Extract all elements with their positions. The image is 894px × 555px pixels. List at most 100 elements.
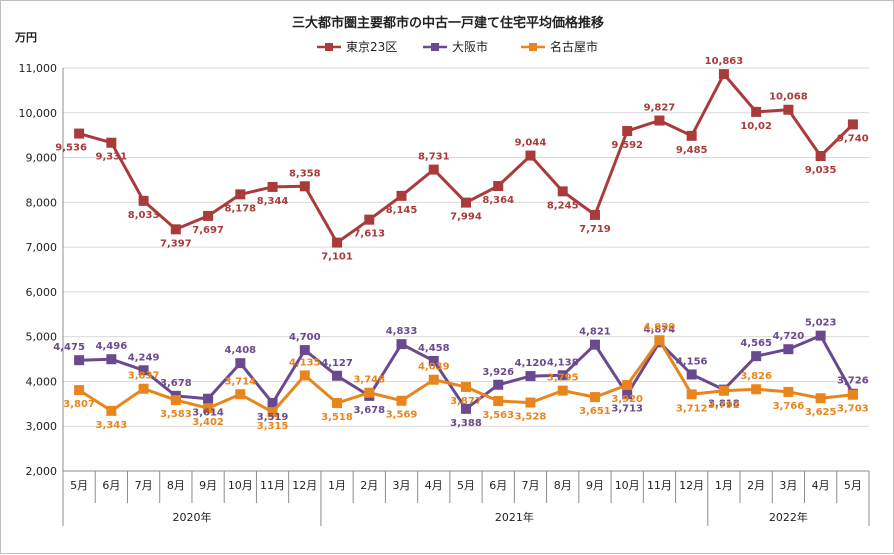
data-point bbox=[718, 69, 729, 80]
data-label: 3,625 bbox=[805, 407, 837, 418]
x-tick-label: 5月 bbox=[844, 479, 862, 492]
data-point bbox=[299, 181, 310, 192]
legend-label: 東京23区 bbox=[346, 40, 397, 54]
data-label: 4,156 bbox=[676, 356, 708, 367]
data-label: 3,678 bbox=[353, 405, 385, 416]
data-point bbox=[235, 189, 246, 200]
data-point bbox=[622, 380, 633, 391]
x-tick-label: 2月 bbox=[747, 479, 765, 492]
data-label: 3,826 bbox=[740, 371, 772, 382]
y-axis-ticks: 2,000 3,000 4,000 5,000 6,000 7,000 8,000 9,000… bbox=[19, 62, 58, 478]
data-point bbox=[686, 130, 697, 141]
data-label: 4,408 bbox=[224, 345, 256, 356]
data-label: 8,178 bbox=[224, 203, 256, 214]
data-point bbox=[235, 358, 246, 369]
data-label: 3,926 bbox=[482, 367, 514, 378]
data-point bbox=[364, 387, 375, 398]
data-label: 10,068 bbox=[769, 92, 808, 103]
x-tick-label: 8月 bbox=[554, 479, 572, 492]
y-tick-label: 8,000 bbox=[26, 196, 58, 209]
data-label: 4,821 bbox=[579, 327, 611, 338]
x-tick-label: 3月 bbox=[779, 479, 797, 492]
data-label: 3,315 bbox=[257, 421, 289, 432]
data-label: 3,388 bbox=[450, 418, 482, 429]
data-point bbox=[396, 339, 407, 350]
data-point bbox=[170, 395, 181, 406]
data-label: 3,703 bbox=[837, 404, 869, 415]
data-point bbox=[74, 128, 85, 139]
data-label: 4,475 bbox=[53, 342, 85, 353]
data-label: 3,583 bbox=[160, 409, 192, 420]
data-label: 3,518 bbox=[321, 412, 353, 423]
data-point bbox=[332, 237, 343, 248]
data-label: 9,827 bbox=[644, 103, 676, 114]
data-point bbox=[493, 181, 504, 192]
year-group-label: 2020年 bbox=[172, 510, 211, 524]
data-point bbox=[106, 137, 117, 148]
data-label: 3,807 bbox=[63, 399, 95, 410]
data-label: 8,145 bbox=[386, 205, 418, 216]
x-tick-label: 10月 bbox=[228, 479, 253, 492]
data-label: 8,033 bbox=[128, 210, 160, 221]
data-label: 3,528 bbox=[515, 412, 547, 423]
data-label: 3,818 bbox=[708, 399, 740, 410]
data-point bbox=[686, 369, 697, 380]
data-point bbox=[783, 386, 794, 397]
data-point bbox=[461, 381, 471, 392]
data-label: 4,720 bbox=[773, 331, 805, 342]
data-label: 4,135 bbox=[289, 357, 321, 368]
x-tick-label: 6月 bbox=[102, 479, 120, 492]
data-point bbox=[525, 397, 536, 408]
data-label: 7,613 bbox=[353, 229, 385, 240]
data-point bbox=[783, 104, 794, 115]
data-point bbox=[654, 335, 665, 346]
data-point bbox=[525, 371, 536, 382]
legend-marker bbox=[325, 43, 333, 51]
legend-marker bbox=[431, 43, 439, 51]
data-point bbox=[525, 150, 536, 161]
data-point bbox=[557, 186, 568, 197]
data-point bbox=[493, 396, 504, 407]
data-label: 4,458 bbox=[418, 343, 450, 354]
legend-label: 名古屋市 bbox=[550, 39, 598, 54]
data-label: 3,651 bbox=[579, 406, 611, 417]
data-point bbox=[396, 190, 407, 201]
data-point bbox=[267, 397, 278, 408]
data-point bbox=[751, 384, 762, 395]
data-label: 4,874 bbox=[644, 324, 676, 335]
data-label: 10,02 bbox=[740, 121, 772, 132]
data-point bbox=[622, 389, 633, 400]
data-label: 3,343 bbox=[96, 420, 128, 431]
data-point bbox=[428, 164, 439, 175]
chart-title: 三大都市圏主要都市の中古一戸建て住宅平均価格推移 bbox=[292, 15, 604, 31]
data-label: 7,719 bbox=[579, 224, 611, 235]
data-label: 4,039 bbox=[418, 362, 450, 373]
data-point bbox=[267, 407, 278, 418]
data-label: 3,792 bbox=[708, 400, 740, 411]
data-label: 7,101 bbox=[321, 252, 353, 263]
data-point bbox=[332, 370, 343, 381]
x-tick-label: 6月 bbox=[489, 479, 507, 492]
data-point bbox=[461, 197, 471, 208]
data-point bbox=[461, 403, 471, 414]
data-point bbox=[428, 374, 439, 385]
y-unit-label: 万円 bbox=[14, 31, 37, 44]
data-point bbox=[267, 181, 278, 192]
data-label: 3,713 bbox=[611, 403, 643, 414]
x-tick-label: 2月 bbox=[360, 479, 378, 492]
x-tick-label: 9月 bbox=[586, 479, 604, 492]
x-tick-label: 7月 bbox=[135, 479, 153, 492]
data-point bbox=[138, 365, 149, 376]
x-tick-label: 12月 bbox=[679, 479, 704, 492]
data-label: 9,035 bbox=[805, 165, 837, 176]
data-label: 3,837 bbox=[128, 371, 160, 382]
data-label: 9,485 bbox=[676, 145, 708, 156]
data-point bbox=[203, 403, 214, 414]
data-point bbox=[589, 339, 600, 350]
x-tick-label: 10月 bbox=[615, 479, 640, 492]
data-point bbox=[847, 389, 858, 400]
data-label: 9,536 bbox=[55, 143, 87, 154]
data-label: 4,249 bbox=[128, 352, 160, 363]
data-point bbox=[74, 355, 85, 366]
